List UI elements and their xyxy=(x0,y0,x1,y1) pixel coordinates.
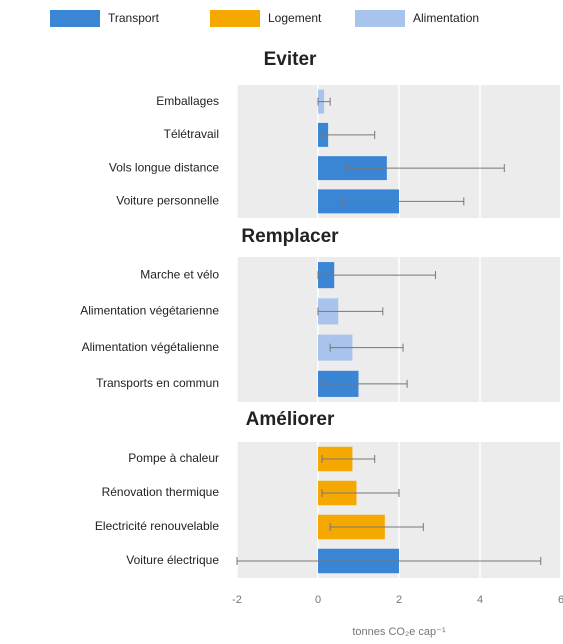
y-tick-label: Pompe à chaleur xyxy=(128,451,219,465)
x-tick-label: 4 xyxy=(477,594,483,606)
y-tick-label: Vols longue distance xyxy=(109,160,219,174)
x-tick-label: 0 xyxy=(315,594,321,606)
y-tick-label: Voiture électrique xyxy=(126,553,219,567)
panel-title: Remplacer xyxy=(241,226,339,247)
panel-title: Eviter xyxy=(264,49,317,70)
legend-label: Alimentation xyxy=(413,11,479,25)
y-tick-label: Emballages xyxy=(156,94,219,108)
legend-label: Transport xyxy=(108,11,160,25)
y-tick-label: Transports en commun xyxy=(96,376,219,390)
y-tick-label: Alimentation végétarienne xyxy=(80,304,219,318)
x-axis-label: tonnes CO₂e cap⁻¹ xyxy=(352,626,446,638)
legend-swatch xyxy=(50,10,100,27)
x-tick-label: -2 xyxy=(232,594,242,606)
legend-swatch xyxy=(210,10,260,27)
y-tick-label: Voiture personnelle xyxy=(116,194,219,208)
x-tick-label: 2 xyxy=(396,594,402,606)
x-tick-label: 6 xyxy=(558,594,563,606)
panel-title: Améliorer xyxy=(246,409,335,430)
legend-swatch xyxy=(355,10,405,27)
y-tick-label: Rénovation thermique xyxy=(102,485,220,499)
y-tick-label: Télétravail xyxy=(164,127,219,141)
y-tick-label: Marche et vélo xyxy=(140,267,219,281)
y-tick-label: Electricité renouvelable xyxy=(95,519,219,533)
legend-label: Logement xyxy=(268,11,322,25)
y-tick-label: Alimentation végétalienne xyxy=(82,340,220,354)
